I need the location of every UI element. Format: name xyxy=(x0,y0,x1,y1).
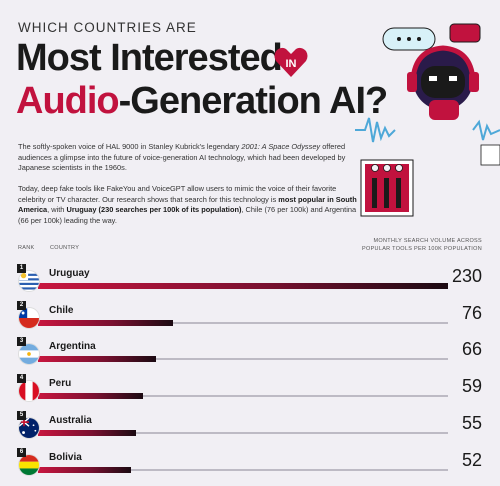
title-rest: -Generation AI? xyxy=(118,80,389,122)
value-label: 76 xyxy=(461,302,482,323)
country-label: Chile xyxy=(49,304,74,316)
value-label: 59 xyxy=(461,376,482,397)
bar-track xyxy=(38,395,448,398)
country-label: Argentina xyxy=(49,341,96,353)
rank-badge: 6 xyxy=(17,447,26,457)
rank-badge: 1 xyxy=(17,264,26,273)
intro-p2-a: Today, deep fake tools like FakeYou and … xyxy=(18,184,337,204)
bar xyxy=(38,466,131,473)
bar-track xyxy=(38,431,448,434)
robot-illustration xyxy=(355,23,500,217)
chart-row: 1 Uruguay 230 xyxy=(0,264,500,300)
country-flag-icon xyxy=(18,380,40,403)
country-column-header: COUNTRY xyxy=(50,245,80,251)
metric-column-header: MONTHLY SEARCH VOLUME ACROSS POPULAR TOO… xyxy=(362,238,482,252)
intro-p2-bold-2: Uruguay (230 searches per 100k of its po… xyxy=(66,205,242,215)
intro-p2-d: , Chile (76 per 100k) and Argentina (66 … xyxy=(18,205,357,225)
intro-p1-start: The softly-spoken voice of HAL 9000 in S… xyxy=(18,142,242,151)
country-flag-icon xyxy=(18,306,40,329)
country-label: Australia xyxy=(49,414,92,426)
intro-paragraph-1: The softly-spoken voice of HAL 9000 in S… xyxy=(18,142,363,174)
film-title: 2001: A Space Odyssey xyxy=(241,142,321,151)
rank-badge: 2 xyxy=(17,300,26,310)
page-title-line1: Most Interested xyxy=(16,37,283,80)
country-flag-icon xyxy=(18,343,40,366)
value-label: 66 xyxy=(461,339,482,360)
chart-row: 3 Argentina 66 xyxy=(0,337,500,373)
value-label: 55 xyxy=(461,412,482,433)
bar xyxy=(38,283,448,289)
rank-badge: 3 xyxy=(17,337,26,347)
intro-paragraph-2: Today, deep fake tools like FakeYou and … xyxy=(18,184,363,226)
rank-column-header: RANK xyxy=(18,245,35,251)
intro-p2-c: , with xyxy=(47,205,67,215)
page-title-line2: Audio-Generation AI? xyxy=(16,80,389,123)
chart-row: 6 Bolivia 52 xyxy=(0,447,500,484)
chart-row: 2 Chile 76 xyxy=(0,300,500,337)
kicker: WHICH COUNTRIES ARE xyxy=(18,20,197,35)
title-text: Most Interested xyxy=(16,37,283,79)
bar-track xyxy=(38,321,448,324)
value-label: 52 xyxy=(461,449,482,470)
in-heart-badge-icon: IN xyxy=(274,47,308,77)
country-flag-icon xyxy=(18,416,40,439)
rank-badge: 4 xyxy=(17,374,26,384)
badge-text: IN xyxy=(286,58,297,70)
bar-track xyxy=(38,468,448,471)
chart-row: 5 Australia 55 xyxy=(0,410,500,447)
title-accent: Audio xyxy=(16,80,120,122)
intro-p2-bold-1: most popular in South America xyxy=(18,194,357,215)
chart-row: 4 Peru 59 xyxy=(0,374,500,410)
value-label: 230 xyxy=(451,266,482,286)
country-label: Peru xyxy=(49,378,72,390)
bar xyxy=(38,429,137,436)
bar xyxy=(38,356,156,363)
bar xyxy=(38,319,174,326)
country-flag-icon xyxy=(18,453,40,476)
bar xyxy=(38,393,144,400)
rank-badge: 5 xyxy=(17,410,26,420)
bar-track xyxy=(38,358,448,361)
country-flag-icon xyxy=(18,270,40,292)
country-label: Bolivia xyxy=(49,451,82,463)
intro-p1-end: offered audiences a glimpse into the fut… xyxy=(18,142,346,173)
country-label: Uruguay xyxy=(49,268,90,279)
